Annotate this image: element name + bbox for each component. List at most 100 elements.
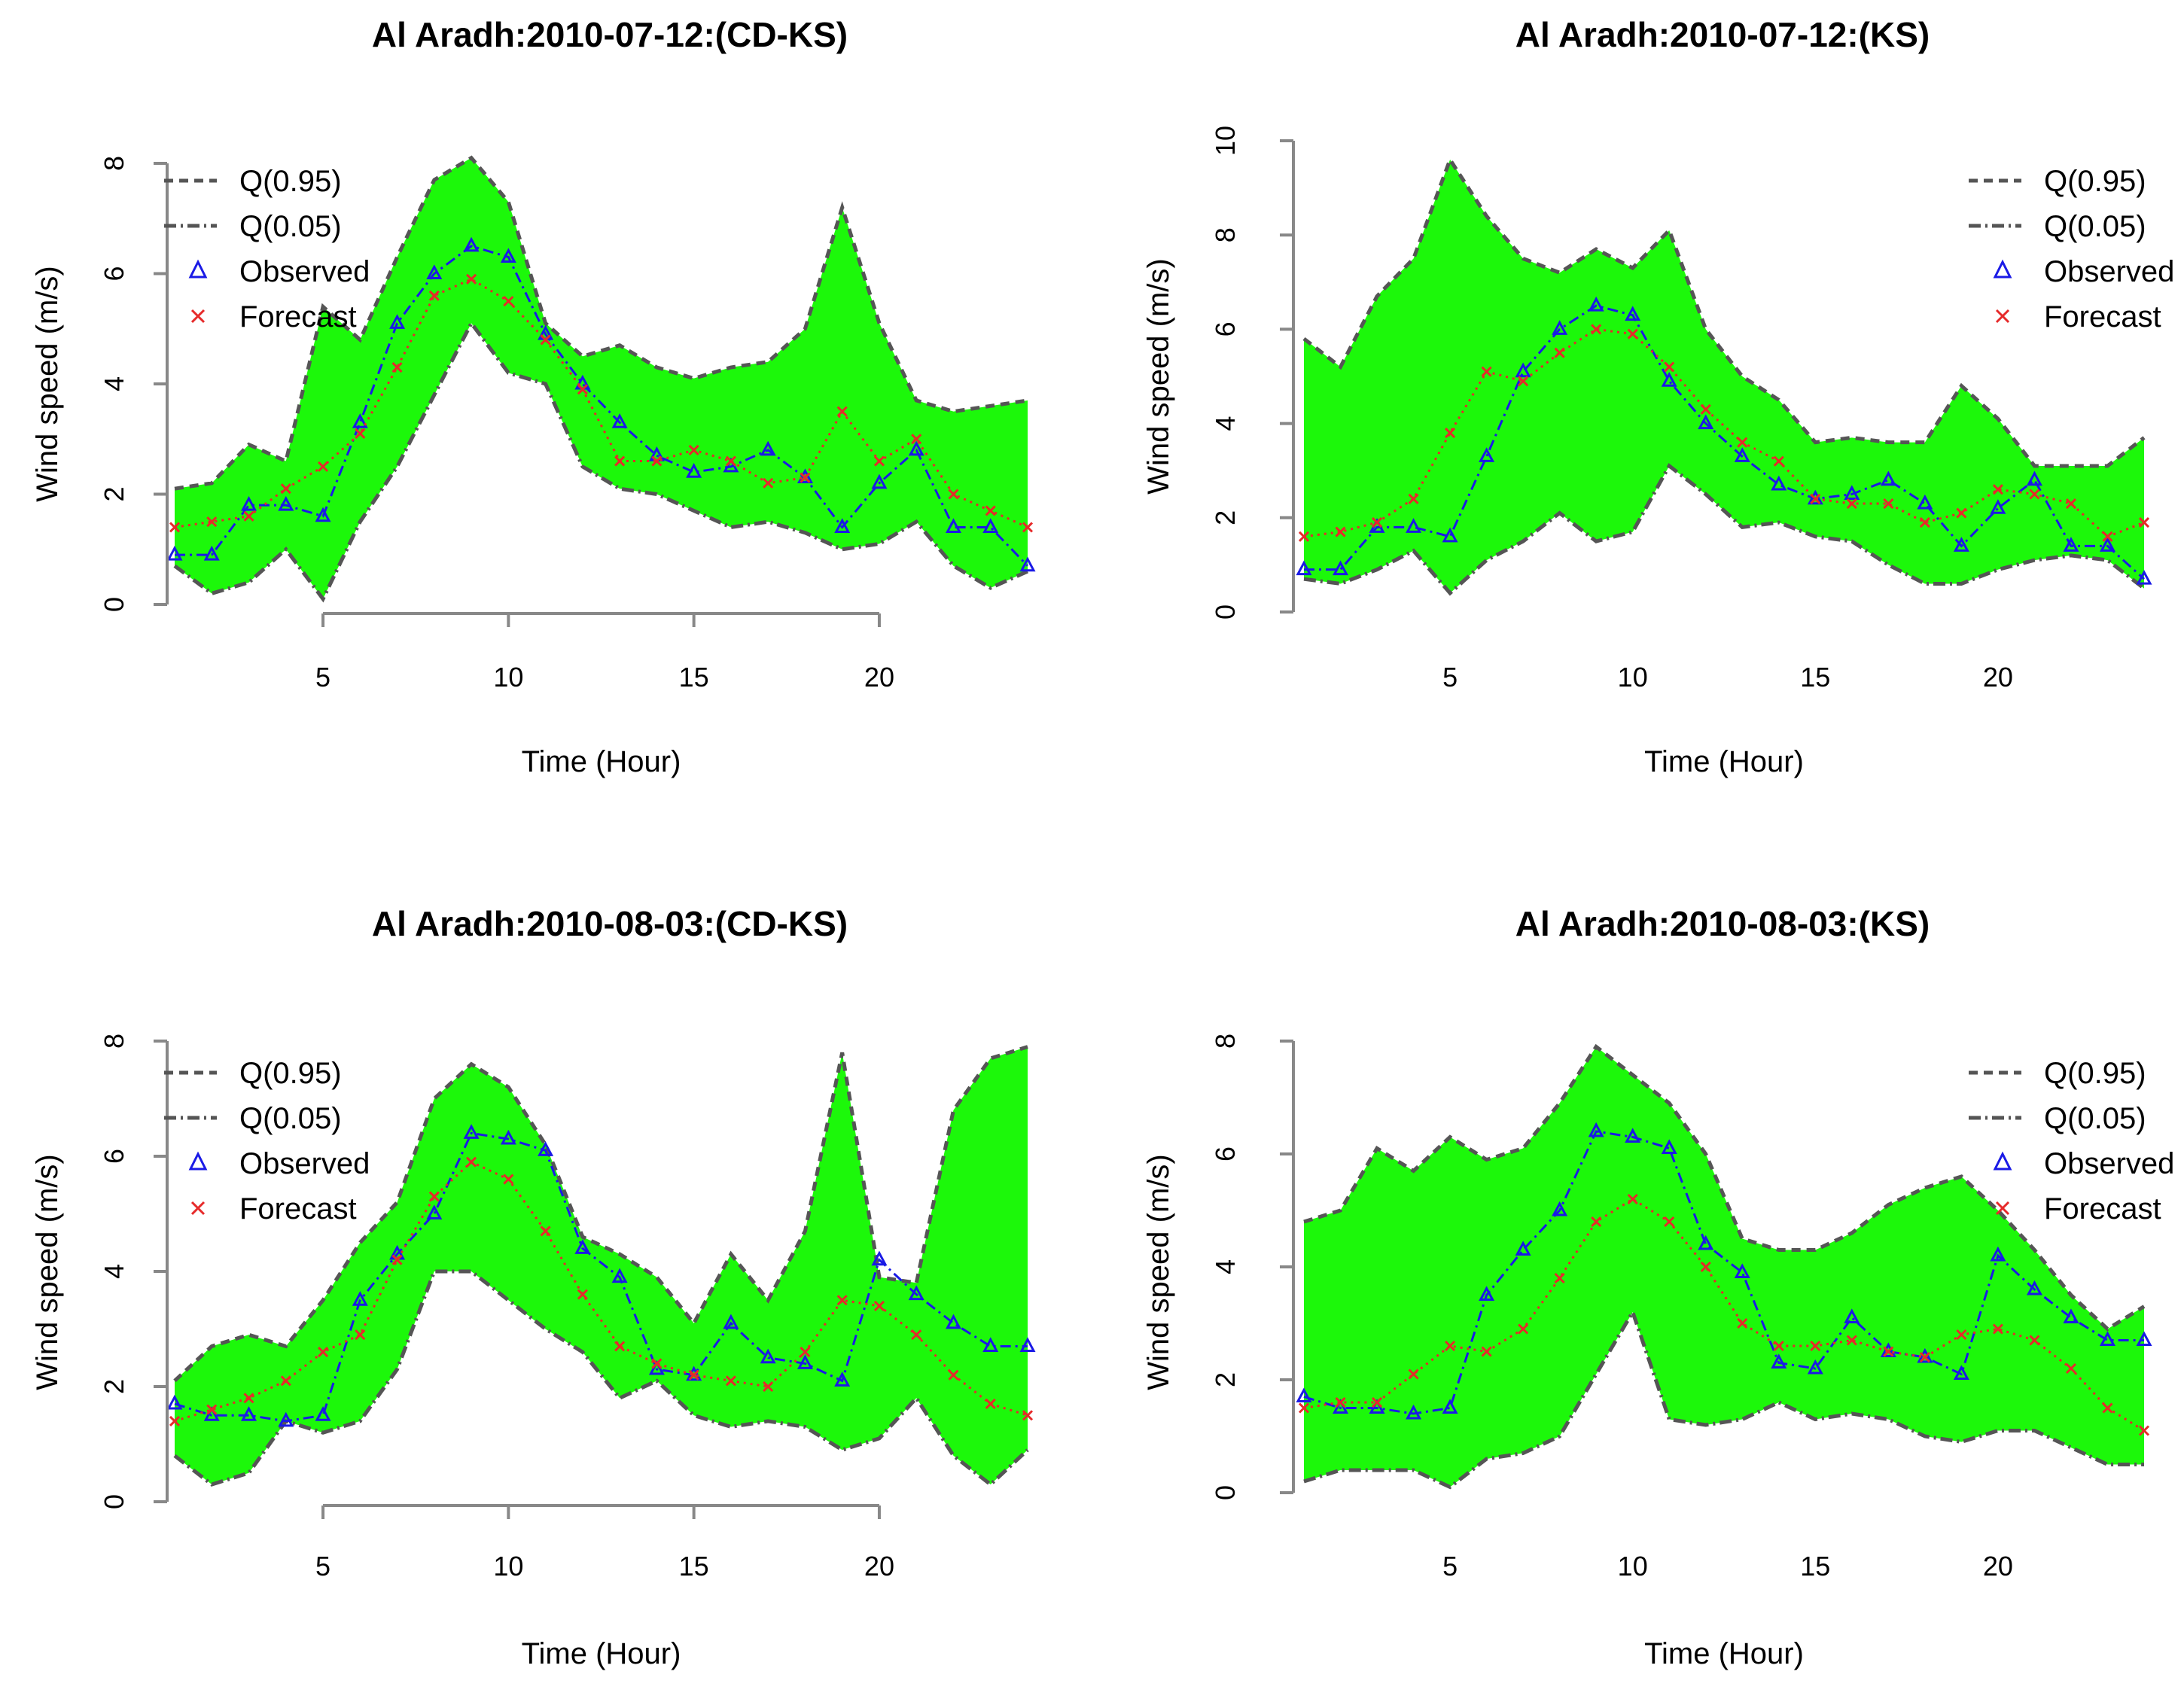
observed-point xyxy=(1515,1241,1531,1256)
forecast-point xyxy=(1919,516,1930,528)
forecast-point xyxy=(873,1300,885,1311)
forecast-point xyxy=(1664,361,1675,373)
forecast-point xyxy=(1810,493,1821,504)
legend: Q(0.95) Q(0.05) Observed Forecast xyxy=(164,1057,370,1225)
x-tick-label: 15 xyxy=(679,1551,709,1582)
observed-point xyxy=(1442,527,1458,543)
x-tick-label: 5 xyxy=(1442,662,1458,693)
q95-line xyxy=(1302,155,2146,468)
y-tick-label: 0 xyxy=(1210,604,1241,620)
observed-point xyxy=(1625,306,1641,321)
observed-line xyxy=(174,1131,1028,1423)
forecast-point xyxy=(836,406,848,417)
q05-line xyxy=(1303,1308,2144,1490)
observed-point xyxy=(686,463,702,478)
observed-point xyxy=(1479,447,1495,462)
observed-point xyxy=(1333,560,1349,576)
legend-observed-swatch xyxy=(188,1151,208,1171)
forecast-point xyxy=(1022,522,1034,533)
y-tick-label: 10 xyxy=(1210,126,1241,156)
observed-point xyxy=(241,495,257,511)
forecast-point xyxy=(428,290,440,301)
observed-point xyxy=(871,473,888,489)
observed-point xyxy=(241,1406,257,1421)
observed-point xyxy=(1953,1365,1969,1380)
forecast-point xyxy=(317,1347,329,1358)
observed-point xyxy=(1771,1353,1787,1369)
forecast-point xyxy=(1371,516,1383,528)
observed-point xyxy=(1296,560,1312,576)
forecast-point xyxy=(985,1398,996,1410)
y-tick-label: 8 xyxy=(99,156,129,171)
forecast-point xyxy=(725,1375,736,1387)
chart-panel-4: Al Aradh:2010-08-03:(KS) 0 2 4 6 8 5 10 15 20 Time… xyxy=(1142,904,2174,1670)
legend-label: Q(0.05) xyxy=(239,210,342,243)
observed-point xyxy=(426,1204,443,1219)
forecast-point xyxy=(391,361,403,373)
forecast-point xyxy=(800,1347,811,1358)
observed-point xyxy=(1552,320,1568,335)
observed-point xyxy=(1880,470,1896,486)
observed-point xyxy=(1661,372,1677,387)
forecast-point xyxy=(540,1225,551,1237)
forecast-point xyxy=(1335,526,1346,537)
y-tick-label: 0 xyxy=(99,597,129,612)
forecast-point xyxy=(317,461,329,472)
forecast-point xyxy=(1408,493,1419,504)
forecast-point xyxy=(725,455,736,467)
forecast-point xyxy=(355,1329,366,1341)
y-tick-label: 2 xyxy=(1210,510,1241,525)
observed-point xyxy=(315,507,331,522)
observed-point xyxy=(2099,1331,2115,1346)
observed-point xyxy=(2136,569,2152,585)
forecast-point xyxy=(206,1404,218,1415)
observed-point xyxy=(1807,1359,1823,1375)
y-tick-label: 6 xyxy=(99,266,129,281)
observed-point xyxy=(2026,470,2042,486)
y-axis-label: Wind speed (m/s) xyxy=(31,266,64,501)
forecast-point xyxy=(1883,1346,1894,1357)
forecast-point xyxy=(1956,507,1967,519)
observed-point xyxy=(203,545,220,561)
forecast-point xyxy=(1335,1396,1346,1408)
y-tick-label: 2 xyxy=(99,1379,129,1394)
observed-point xyxy=(2063,537,2079,552)
forecast-point xyxy=(836,1295,848,1306)
observed-point xyxy=(574,1239,591,1254)
forecast-point xyxy=(2102,531,2113,542)
legend-label: Observed xyxy=(239,1147,370,1180)
forecast-point xyxy=(2102,1402,2113,1414)
forecast-point xyxy=(651,455,663,467)
forecast-point xyxy=(577,384,588,395)
y-tick-label: 2 xyxy=(1210,1372,1241,1387)
legend-label: Q(0.95) xyxy=(239,1057,342,1090)
observed-point xyxy=(1880,1342,1896,1357)
legend-label: Observed xyxy=(239,255,370,288)
forecast-point xyxy=(1627,1193,1638,1205)
q05-line xyxy=(173,1269,1029,1487)
y-tick-label: 4 xyxy=(1210,1259,1241,1274)
y-axis-label: Wind speed (m/s) xyxy=(31,1154,64,1390)
legend-label: Q(0.95) xyxy=(239,165,342,198)
observed-point xyxy=(463,236,480,252)
legend-label: Forecast xyxy=(239,300,357,333)
observed-point xyxy=(166,1394,183,1410)
y-tick-label: 2 xyxy=(99,486,129,501)
forecast-point xyxy=(763,1381,774,1393)
x-tick-label: 5 xyxy=(315,1551,330,1582)
forecast-point xyxy=(1992,484,2003,495)
forecast-point xyxy=(1846,1335,1857,1346)
observed-point xyxy=(797,468,813,484)
forecast-point xyxy=(1298,1402,1310,1414)
quantile-band xyxy=(175,157,1028,599)
observed-line xyxy=(175,245,1029,567)
x-axis-label: Time (Hour) xyxy=(522,1637,681,1670)
legend-label: Observed xyxy=(2044,1147,2174,1180)
forecast-point xyxy=(1371,1396,1383,1408)
legend-forecast-swatch xyxy=(190,1201,206,1216)
forecast-point xyxy=(614,1341,626,1352)
observed-point xyxy=(1625,1128,1641,1143)
observed-point xyxy=(2136,1331,2152,1346)
forecast-point xyxy=(911,1329,922,1341)
y-tick-label: 4 xyxy=(1210,416,1241,431)
